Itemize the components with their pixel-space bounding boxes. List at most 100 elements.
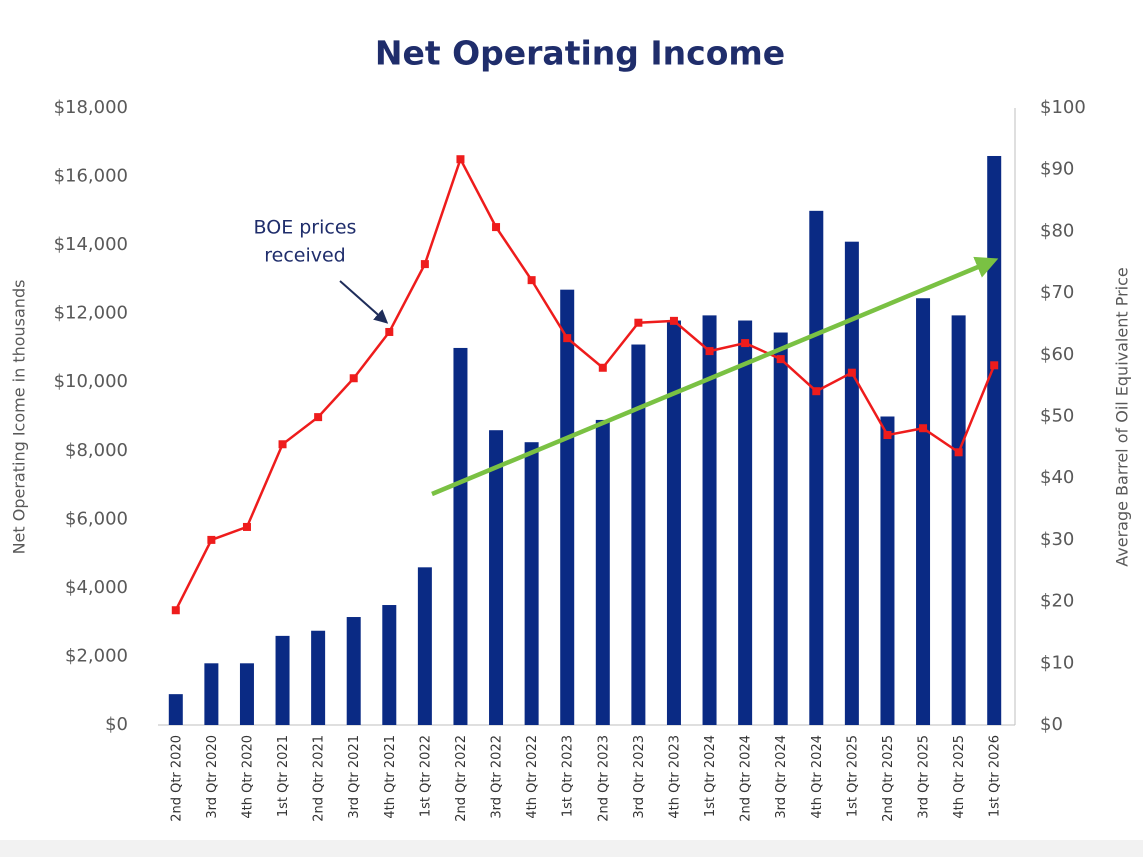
y-tick-label: $8,000 [65,440,128,461]
bar [311,630,326,725]
x-tick-label: 4th Qtr 2021 [383,735,398,819]
y-tick-label: $16,000 [54,166,128,187]
bar [666,320,681,725]
line-marker [563,334,572,343]
y2-tick-label: $100 [1040,97,1086,118]
y2-tick-label: $50 [1040,406,1074,427]
line-marker [456,155,465,164]
bottom-strip [0,840,1143,857]
x-tick-label: 1st Qtr 2026 [988,735,1003,817]
line-marker [919,424,928,433]
x-tick-label: 1st Qtr 2025 [845,735,860,817]
y2-tick-label: $10 [1040,652,1074,673]
y2-tick-label: $20 [1040,591,1074,612]
x-tick-label: 3rd Qtr 2024 [774,735,789,819]
bar [951,315,966,725]
y-tick-label: $4,000 [65,577,128,598]
bar [346,617,361,725]
y-axis-label: Net Operating Icome in thousands [10,280,29,555]
line-marker [634,318,643,327]
line-marker [776,355,785,364]
line-marker [349,374,358,383]
bar [844,241,859,725]
annotation: received [264,245,346,267]
annotation: BOE prices [254,217,357,239]
bar [417,567,432,725]
bar [239,663,254,725]
bar [382,605,397,725]
x-tick-label: 3rd Qtr 2023 [632,735,647,819]
y-tick-label: $10,000 [54,371,128,392]
x-tick-label: 4th Qtr 2023 [667,735,682,819]
y-tick-label: $18,000 [54,97,128,118]
line-marker [171,606,180,615]
y-tick-label: $0 [105,714,128,735]
y2-axis-label: Average Barrel of Oil Equivalent Price [1113,267,1132,567]
line-marker [527,276,536,285]
y-tick-label: $6,000 [65,508,128,529]
x-tick-label: 3rd Qtr 2022 [490,735,505,819]
bar [916,298,931,725]
line-marker [207,535,216,544]
y2-tick-label: $30 [1040,529,1074,550]
y2-tick-label: $0 [1040,714,1063,735]
bar [453,347,468,725]
x-tick-label: 2nd Qtr 2025 [881,735,896,822]
line-marker [492,223,501,232]
x-tick-label: 3rd Qtr 2021 [347,735,362,819]
x-tick-label: 1st Qtr 2024 [703,735,718,817]
chart-title: Net Operating Income [375,34,785,73]
bar [168,694,183,725]
line-marker [847,368,856,377]
trend-arrow [431,256,999,497]
x-tick-label: 4th Qtr 2020 [240,735,255,819]
line [174,156,996,611]
bar [524,442,539,725]
y2-tick-label: $60 [1040,344,1074,365]
bar [560,289,575,725]
bar [880,416,895,725]
line-marker [314,413,323,422]
line-marker [812,387,821,396]
line-marker [242,522,251,531]
x-tick-label: 2nd Qtr 2023 [596,735,611,822]
x-tick-label: 4th Qtr 2025 [952,735,967,819]
bar [987,155,1002,725]
bar [204,663,219,725]
line-marker [705,347,714,356]
bar [702,315,717,725]
bar [773,332,788,725]
line-marker [278,440,287,449]
x-tick-label: 2nd Qtr 2020 [169,735,184,822]
bar [631,344,646,725]
y-tick-label: $14,000 [54,234,128,255]
x-tick-label: 1st Qtr 2022 [418,735,433,817]
line-marker [420,260,429,269]
bar [595,419,610,725]
line-marker [598,363,607,372]
y2-tick-label: $80 [1040,220,1074,241]
line-marker [954,448,963,457]
line-marker [990,361,999,370]
y2-tick-label: $90 [1040,159,1074,180]
x-tick-label: 1st Qtr 2023 [561,735,576,817]
x-tick-label: 1st Qtr 2021 [276,735,291,817]
line-marker [669,316,678,325]
x-tick-label: 2nd Qtr 2021 [312,735,327,822]
y-tick-label: $12,000 [54,303,128,324]
x-tick-label: 3rd Qtr 2025 [917,735,932,819]
line-marker [883,431,892,440]
y2-tick-label: $70 [1040,282,1074,303]
line-marker [741,339,750,348]
x-tick-label: 2nd Qtr 2022 [454,735,469,822]
bar [275,635,290,725]
y2-tick-label: $40 [1040,467,1074,488]
x-tick-label: 4th Qtr 2022 [525,735,540,819]
y-tick-label: $2,000 [65,645,128,666]
line-marker [385,327,394,336]
x-tick-label: 2nd Qtr 2024 [739,735,754,822]
x-tick-label: 4th Qtr 2024 [810,735,825,819]
bar [489,430,504,725]
